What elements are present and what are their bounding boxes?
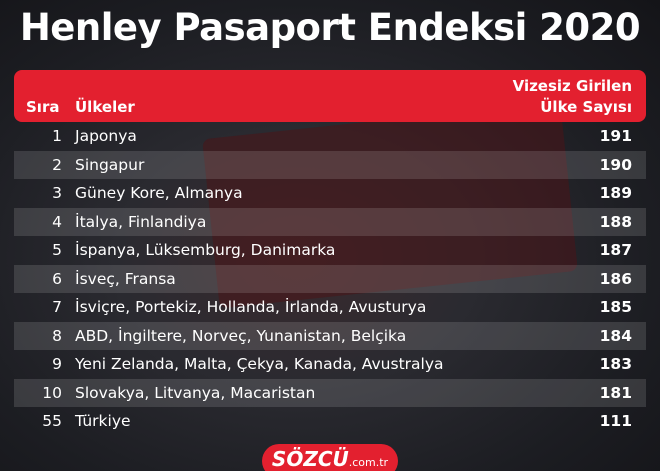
- countries: ABD, İngiltere, Norveç, Yunanistan, Belç…: [75, 326, 407, 345]
- visa-free-count: 190: [599, 155, 632, 174]
- table-row: 55 Türkiye 111: [14, 407, 646, 436]
- table-row: 9 Yeni Zelanda, Malta, Çekya, Kanada, Avu…: [14, 350, 646, 379]
- table-row: 3 Güney Kore, Almanya 189: [14, 179, 646, 208]
- countries: Singapur: [75, 155, 145, 174]
- visa-free-count: 184: [599, 326, 632, 345]
- table-row: 7 İsviçre, Portekiz, Hollanda, İrlanda, A…: [14, 293, 646, 322]
- rank: 55: [42, 412, 62, 430]
- rank: 6: [52, 269, 62, 288]
- rank: 9: [52, 355, 62, 373]
- header-count-line: Vizesiz Girilen: [512, 77, 632, 95]
- table-row: 10 Slovakya, Litvanya, Macaristan 181: [14, 378, 646, 407]
- table-row: 4 İtalya, Finlandiya 188: [14, 207, 646, 236]
- countries: Güney Kore, Almanya: [75, 184, 243, 202]
- rank: 8: [52, 326, 62, 345]
- visa-free-count: 185: [599, 298, 632, 316]
- visa-free-count: 181: [599, 383, 632, 402]
- countries: İsveç, Fransa: [75, 269, 176, 288]
- countries: İsviçre, Portekiz, Hollanda, İrlanda, Av…: [75, 298, 427, 316]
- countries: Yeni Zelanda, Malta, Çekya, Kanada, Avus…: [75, 355, 444, 373]
- table-body: 1 Japonya 191 2 Singapur 190 3 Güney Kore, Alma…: [14, 122, 646, 436]
- header-countries: Ülkeler: [75, 98, 135, 116]
- rank: 2: [52, 155, 62, 174]
- rank: 4: [52, 212, 62, 231]
- table-row: 2 Singapur 190: [14, 150, 646, 179]
- countries: Slovakya, Litvanya, Macaristan: [75, 383, 316, 402]
- header-count: Vizesiz Girilen Ülke Sayısı: [513, 76, 632, 118]
- rank: 10: [42, 383, 62, 402]
- countries: İspanya, Lüksemburg, Danimarka: [75, 241, 336, 259]
- countries: Türkiye: [75, 412, 131, 430]
- title: Henley Pasaport Endeksi 2020: [19, 6, 641, 49]
- rank: 5: [52, 241, 62, 259]
- visa-free-count: 187: [599, 241, 632, 259]
- logo: SÖZCÜ.com.tr: [262, 444, 398, 471]
- visa-free-count: 186: [599, 269, 632, 288]
- domain: .com.tr: [348, 456, 389, 469]
- table-row: 1 Japonya 191: [14, 122, 646, 151]
- table-header: Sıra Ülkeler Vizesiz Girilen Ülke Sayısı: [14, 70, 646, 122]
- rank: 7: [52, 298, 62, 316]
- visa-free-count: 189: [599, 184, 632, 202]
- visa-free-count: 191: [599, 127, 632, 145]
- header-rank: Sıra: [26, 98, 60, 116]
- rank: 1: [52, 127, 62, 145]
- visa-free-count: 111: [599, 412, 632, 430]
- table-row: 5 İspanya, Lüksemburg, Danimarka 187: [14, 236, 646, 265]
- brand: SÖZCÜ: [271, 447, 349, 471]
- table-row: 8 ABD, İngiltere, Norveç, Yunanistan, Bel…: [14, 321, 646, 350]
- visa-free-count: 183: [599, 355, 632, 373]
- header-count-line: Ülke Sayısı: [540, 98, 632, 116]
- table-row: 6 İsveç, Fransa 186: [14, 264, 646, 293]
- visa-free-count: 188: [599, 212, 632, 231]
- countries: Japonya: [75, 127, 137, 145]
- rank: 3: [52, 184, 62, 202]
- countries: İtalya, Finlandiya: [75, 212, 207, 231]
